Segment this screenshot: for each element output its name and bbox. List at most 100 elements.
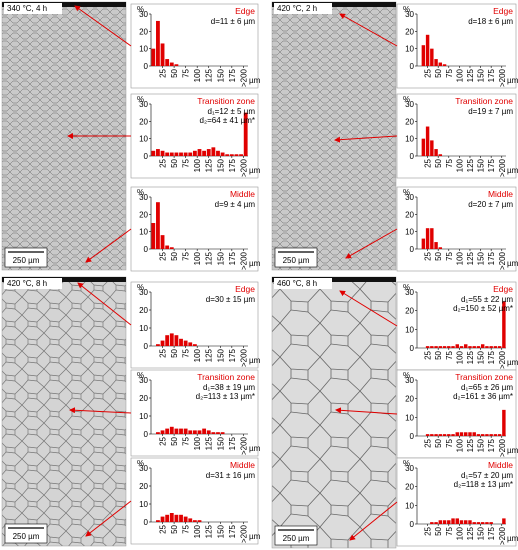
y-tick-label: 30 bbox=[139, 464, 148, 473]
bar bbox=[447, 520, 451, 524]
annotation: d₂=161 ± 36 µm* bbox=[453, 392, 513, 401]
bar bbox=[165, 245, 170, 249]
x-tick-label: 175 bbox=[487, 350, 496, 364]
bar bbox=[192, 150, 197, 156]
chart-title: Transition zone bbox=[455, 96, 513, 106]
y-axis-label: % bbox=[403, 95, 410, 104]
y-axis-label: % bbox=[137, 95, 144, 104]
annotation: d₁=57 ± 20 µm bbox=[461, 471, 513, 480]
bar bbox=[169, 513, 174, 522]
bar bbox=[489, 346, 493, 348]
y-tick-label: 0 bbox=[144, 245, 149, 254]
y-axis-label: % bbox=[403, 188, 410, 197]
x-axis-label: µm bbox=[507, 446, 518, 455]
y-tick-label: 0 bbox=[144, 430, 149, 439]
x-tick-label: 100 bbox=[455, 526, 464, 540]
bar bbox=[430, 48, 434, 66]
scale-box bbox=[274, 247, 318, 268]
x-tick-label: 50 bbox=[434, 251, 443, 260]
x-tick-label: 25 bbox=[159, 524, 168, 533]
y-tick-label: 0 bbox=[144, 342, 149, 351]
y-tick-label: 10 bbox=[139, 228, 148, 237]
bar bbox=[455, 432, 459, 436]
y-tick-label: 10 bbox=[139, 500, 148, 509]
x-tick-label: 150 bbox=[216, 436, 225, 450]
x-axis-label: µm bbox=[249, 356, 261, 365]
y-tick-label: 30 bbox=[139, 288, 148, 297]
bar bbox=[425, 434, 430, 436]
x-tick-label: >200 bbox=[239, 524, 248, 543]
x-tick-label: >200 bbox=[239, 436, 248, 455]
x-tick-label: 25 bbox=[159, 436, 168, 445]
annotation: d=18 ± 6 µm bbox=[468, 17, 513, 26]
bar bbox=[151, 150, 156, 156]
x-tick-label: 150 bbox=[477, 438, 486, 452]
chart-title: Transition zone bbox=[455, 372, 513, 382]
y-tick-label: 30 bbox=[405, 10, 414, 19]
x-tick-label: 75 bbox=[445, 68, 454, 77]
bar bbox=[430, 522, 434, 524]
x-tick-label: 125 bbox=[466, 158, 475, 172]
chart-box bbox=[130, 281, 259, 369]
bar bbox=[476, 346, 481, 348]
y-axis-label: % bbox=[137, 5, 144, 14]
bar bbox=[188, 430, 193, 434]
x-tick-label: 100 bbox=[455, 438, 464, 452]
x-tick-label: >200 bbox=[498, 68, 507, 87]
x-tick-label: >200 bbox=[239, 348, 248, 367]
x-tick-label: 100 bbox=[193, 68, 202, 82]
bar bbox=[174, 64, 179, 66]
x-tick-label: 175 bbox=[228, 524, 237, 538]
x-tick-label: 175 bbox=[228, 68, 237, 82]
bar bbox=[480, 344, 485, 348]
bar bbox=[192, 344, 197, 346]
y-tick-label: 30 bbox=[139, 193, 148, 202]
bar bbox=[421, 138, 426, 156]
bar bbox=[211, 147, 216, 156]
x-tick-label: 175 bbox=[228, 158, 237, 172]
bar bbox=[442, 434, 447, 436]
annotation: d₁=12 ± 5 µm bbox=[208, 107, 256, 116]
bar bbox=[447, 434, 451, 436]
x-tick-label: 175 bbox=[228, 348, 237, 362]
bar bbox=[165, 428, 170, 434]
x-axis-label: µm bbox=[249, 259, 261, 268]
bar bbox=[165, 514, 170, 522]
bar bbox=[165, 335, 170, 346]
bar bbox=[156, 520, 160, 522]
x-tick-label: 50 bbox=[170, 436, 179, 445]
x-axis-label: µm bbox=[507, 259, 518, 268]
bar bbox=[156, 149, 160, 156]
bar bbox=[476, 522, 481, 524]
bar bbox=[160, 235, 165, 249]
bar bbox=[485, 346, 489, 348]
bar bbox=[174, 335, 179, 346]
scale-box bbox=[4, 523, 48, 544]
bar bbox=[502, 409, 506, 436]
x-tick-label: 50 bbox=[434, 158, 443, 167]
bar bbox=[220, 432, 225, 434]
chart-title: Edge bbox=[235, 6, 255, 16]
bar bbox=[434, 242, 438, 249]
edge-band bbox=[272, 2, 396, 7]
annotation: d=30 ± 15 µm bbox=[206, 295, 256, 304]
label-box bbox=[4, 278, 62, 289]
x-tick-label: >200 bbox=[498, 350, 507, 369]
bar bbox=[434, 522, 438, 524]
bar bbox=[430, 346, 434, 348]
x-tick-label: 150 bbox=[477, 251, 486, 265]
annotation: d₁=65 ± 26 µm bbox=[461, 383, 513, 392]
bar bbox=[438, 520, 443, 524]
x-axis-label: µm bbox=[249, 532, 261, 541]
y-tick-label: 10 bbox=[405, 413, 414, 422]
y-tick-label: 10 bbox=[405, 325, 414, 334]
y-tick-label: 20 bbox=[405, 483, 414, 492]
x-axis-label: µm bbox=[507, 76, 518, 85]
y-tick-label: 30 bbox=[405, 464, 414, 473]
x-tick-label: 25 bbox=[424, 526, 433, 535]
scale-box bbox=[274, 525, 318, 546]
bar bbox=[489, 522, 493, 524]
arrow bbox=[334, 135, 398, 143]
annotation: d₂=150 ± 52 µm* bbox=[453, 304, 513, 313]
arrow bbox=[69, 407, 132, 414]
